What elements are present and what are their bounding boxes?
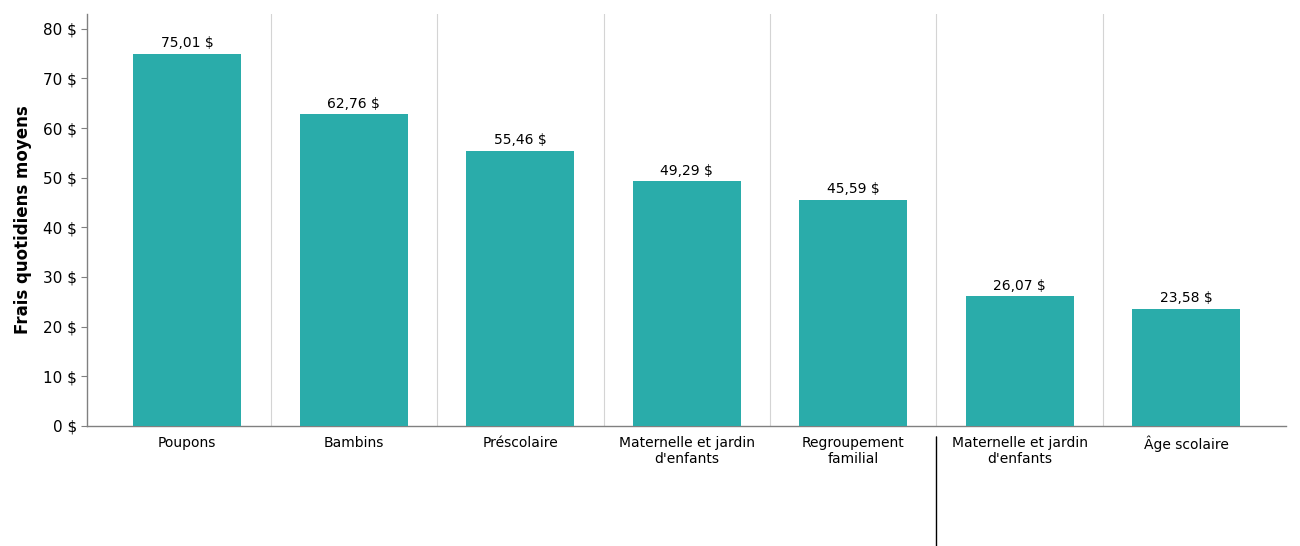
Text: 49,29 $: 49,29 $ xyxy=(660,164,714,178)
Bar xyxy=(300,114,408,426)
Bar xyxy=(1132,309,1240,426)
Text: 23,58 $: 23,58 $ xyxy=(1160,292,1213,305)
Text: 62,76 $: 62,76 $ xyxy=(328,97,380,111)
Bar xyxy=(467,151,575,426)
Bar xyxy=(133,54,242,426)
Text: 26,07 $: 26,07 $ xyxy=(993,279,1046,293)
Bar xyxy=(966,296,1074,426)
Text: 75,01 $: 75,01 $ xyxy=(161,36,213,50)
Text: 55,46 $: 55,46 $ xyxy=(494,133,547,147)
Text: 45,59 $: 45,59 $ xyxy=(827,182,880,196)
Y-axis label: Frais quotidiens moyens: Frais quotidiens moyens xyxy=(14,105,32,334)
Bar xyxy=(800,200,907,426)
Bar xyxy=(633,181,741,426)
